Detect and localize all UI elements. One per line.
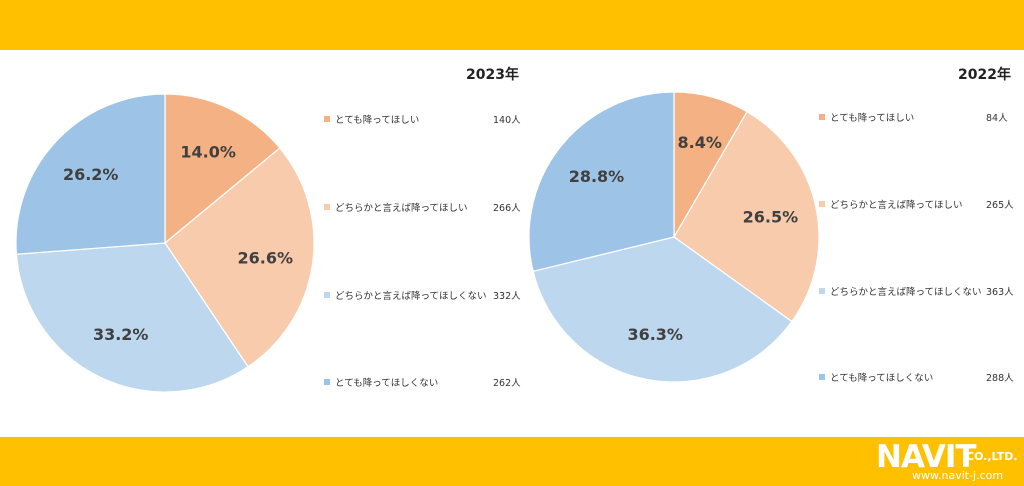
legend-label: とても降ってほしい xyxy=(830,113,915,124)
legend-count: 332人 xyxy=(493,291,521,302)
legend-item: とても降ってほしくない 288人 xyxy=(819,370,1016,384)
legend-count: 266人 xyxy=(493,203,521,214)
legend-swatch xyxy=(324,204,330,210)
logo-url: www.navit-j.com xyxy=(912,469,1004,482)
legend-item: とても降ってほしい 84人 xyxy=(819,110,1016,124)
legend-item: どちらかと言えば降ってほしくない 363人 xyxy=(819,284,1016,298)
navit-logo: NAVIT CO.,LTD. www.navit-j.com xyxy=(876,440,1021,484)
chart-title: 2023年 xyxy=(466,67,519,83)
legend-count: 84人 xyxy=(986,113,1008,124)
legend-swatch xyxy=(819,374,825,380)
slice-percent-label: 26.2% xyxy=(63,165,119,184)
legend-count: 363人 xyxy=(986,287,1014,298)
chart-2022-panel: 2022年 8.4% 26.5% 36.3% 28.8% とても降ってほしい 84人どち… xyxy=(520,50,1024,437)
legend-item: どちらかと言えば降ってほしい 265人 xyxy=(819,197,1016,211)
legend-count: 262人 xyxy=(493,378,521,389)
slice-percent-label: 33.2% xyxy=(93,325,149,344)
slice-percent-label: 26.6% xyxy=(238,249,294,268)
pie-chart-2022: 8.4% 26.5% 36.3% 28.8% xyxy=(528,91,820,383)
pie-slice xyxy=(15,93,166,255)
legend-item: どちらかと言えば降ってほしくない 332人 xyxy=(324,288,523,302)
legend-label: とても降ってほしくない xyxy=(830,373,934,384)
chart-2023-panel: 2023年 14.0% 26.6% 33.2% 26.2% とても降ってほしい 140人… xyxy=(0,50,523,437)
pie-slice xyxy=(532,236,793,383)
pie-chart-2023: 14.0% 26.6% 33.2% 26.2% xyxy=(15,93,315,393)
legend-label: どちらかと言えば降ってほしくない xyxy=(335,291,487,302)
pie-slice xyxy=(164,93,281,245)
logo-wordmark: NAVIT xyxy=(876,439,977,475)
legend-label: どちらかと言えば降ってほしい xyxy=(830,200,963,211)
top-band xyxy=(0,0,1024,50)
legend-count: 140人 xyxy=(493,115,521,126)
legend-swatch xyxy=(324,116,330,122)
legend-swatch xyxy=(819,114,825,120)
logo-suffix: CO.,LTD. xyxy=(966,450,1018,463)
slice-percent-label: 36.3% xyxy=(627,325,683,344)
legend-label: どちらかと言えば降ってほしい xyxy=(335,203,468,214)
bottom-band xyxy=(0,437,1024,486)
slice-percent-label: 8.4% xyxy=(678,133,722,152)
legend-swatch xyxy=(324,292,330,298)
legend-item: どちらかと言えば降ってほしい 266人 xyxy=(324,200,523,214)
legend-item: とても降ってほしくない 262人 xyxy=(324,375,523,389)
legend-swatch xyxy=(819,288,825,294)
slice-percent-label: 28.8% xyxy=(569,167,625,186)
slice-percent-label: 26.5% xyxy=(743,207,799,226)
slice-percent-label: 14.0% xyxy=(180,142,236,161)
pie-slice xyxy=(15,242,249,393)
pie-slice xyxy=(528,91,675,273)
legend-label: どちらかと言えば降ってほしくない xyxy=(830,287,982,298)
legend-swatch xyxy=(324,379,330,385)
chart-title: 2022年 xyxy=(958,67,1011,83)
legend-count: 288人 xyxy=(986,373,1014,384)
pie-slice xyxy=(164,147,315,368)
pie-slice xyxy=(673,110,820,323)
legend-item: とても降ってほしい 140人 xyxy=(324,112,523,126)
legend-label: とても降ってほしい xyxy=(335,115,420,126)
legend-count: 265人 xyxy=(986,200,1014,211)
legend-label: とても降ってほしくない xyxy=(335,378,439,389)
legend-swatch xyxy=(819,201,825,207)
